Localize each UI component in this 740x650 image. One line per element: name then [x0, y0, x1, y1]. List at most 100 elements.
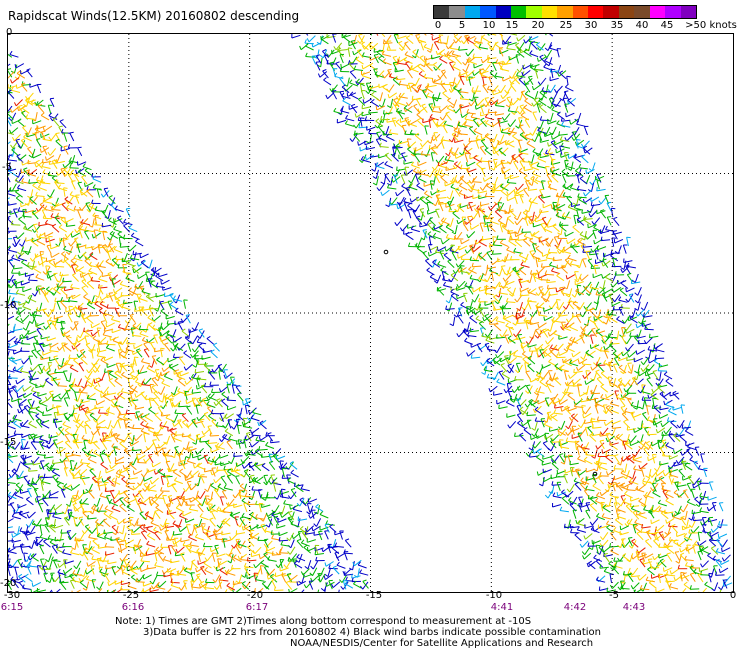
wind-barb-flag: [170, 558, 172, 563]
wind-barb-flag: [150, 585, 154, 590]
wind-barb-flag: [281, 573, 286, 575]
wind-barb: [302, 568, 310, 576]
wind-barb: [8, 154, 13, 157]
wind-barb: [539, 43, 546, 51]
wind-barb: [98, 581, 104, 590]
wind-barb: [65, 390, 70, 400]
wind-barb: [106, 495, 111, 505]
wind-barb-flag: [45, 377, 49, 381]
wind-barb-flag: [466, 58, 469, 63]
wind-barb: [13, 422, 22, 429]
wind-barb: [64, 567, 73, 575]
wind-barb: [93, 364, 100, 373]
wind-barb-flag: [258, 554, 261, 559]
wind-barb-flag: [37, 370, 41, 375]
wind-barb-flag: [196, 416, 200, 421]
wind-barb: [26, 133, 36, 138]
wind-barb: [22, 455, 27, 465]
wind-barb-flag: [84, 167, 89, 171]
wind-barb-flag: [30, 440, 36, 443]
wind-barb-flag: [119, 440, 124, 444]
wind-barb-flag: [136, 348, 141, 351]
wind-barb-flag: [39, 148, 42, 153]
wind-barb: [8, 554, 10, 559]
wind-barb-flag: [177, 419, 182, 421]
wind-barb-flag: [30, 553, 35, 557]
wind-barb-flag: [14, 387, 18, 392]
wind-barb-flag: [40, 420, 45, 425]
wind-barb-flag: [197, 456, 199, 461]
wind-barb-flag: [14, 63, 17, 69]
wind-barb: [219, 496, 224, 506]
wind-barb-flag: [52, 459, 54, 464]
wind-barb-flag: [43, 473, 46, 478]
wind-barb-flag: [39, 342, 44, 345]
wind-barb: [144, 514, 154, 520]
wind-barb-flag: [251, 431, 254, 436]
wind-barb: [133, 300, 137, 311]
wind-barb: [334, 545, 344, 548]
wind-barb: [103, 513, 112, 520]
wind-barb-flag: [55, 138, 60, 142]
wind-barb: [145, 323, 149, 333]
wind-barb: [260, 435, 269, 441]
wind-barb-flag: [84, 230, 89, 233]
wind-barb: [253, 572, 257, 583]
wind-barb-flag: [155, 273, 159, 277]
wind-barb: [8, 260, 15, 269]
wind-barb: [22, 215, 32, 218]
wind-barb: [21, 545, 31, 548]
wind-barb: [177, 573, 187, 576]
wind-barb-flag: [482, 67, 486, 72]
wind-barb: [307, 539, 316, 543]
wind-barb: [137, 546, 143, 555]
wind-barb-flag: [87, 298, 90, 304]
wind-barb: [424, 77, 434, 79]
wind-barb: [48, 553, 53, 562]
wind-barb-flag: [140, 307, 145, 311]
wind-barb: [39, 438, 49, 443]
wind-barb-flag: [183, 350, 188, 354]
wind-barb-flag: [89, 251, 94, 256]
wind-barb: [188, 447, 193, 456]
wind-barb: [38, 476, 45, 485]
wind-barb-flag: [50, 213, 54, 218]
wind-barb: [38, 186, 47, 191]
wind-barb-flag: [86, 377, 91, 382]
wind-barb-flag: [67, 144, 71, 149]
wind-barb: [453, 34, 455, 36]
wind-barb-flag: [382, 84, 387, 88]
wind-barb-flag: [99, 300, 104, 305]
wind-barb: [549, 47, 559, 52]
wind-barb-flag: [116, 299, 121, 303]
wind-barb: [94, 303, 103, 310]
wind-barb: [58, 237, 63, 247]
wind-barb-flag: [48, 316, 52, 321]
wind-barb: [139, 513, 147, 521]
wind-barb-flag: [82, 508, 85, 513]
wind-barb: [425, 87, 434, 94]
wind-barb: [177, 380, 186, 387]
wind-barb: [173, 538, 178, 547]
wind-barb-flag: [271, 511, 275, 516]
wind-barb: [331, 90, 338, 100]
wind-barb: [197, 341, 207, 345]
wind-barb-flag: [271, 479, 275, 484]
wind-barb: [177, 546, 185, 554]
wind-barb-flag: [342, 34, 347, 38]
wind-barb-flag: [146, 540, 150, 545]
wind-barb: [52, 302, 56, 312]
wind-barb: [63, 132, 68, 142]
wind-barb-flag: [201, 430, 205, 435]
wind-barb-flag: [84, 375, 88, 380]
wind-barb: [30, 189, 34, 199]
wind-barb: [55, 480, 65, 485]
wind-barb: [23, 392, 33, 399]
wind-barb-flag: [9, 129, 12, 134]
wind-barb-flag: [61, 128, 64, 133]
wind-barb: [50, 245, 60, 250]
wind-barb: [268, 518, 273, 528]
wind-barb-flag: [129, 371, 134, 375]
wind-barb: [319, 71, 328, 78]
wind-barb-flag: [65, 222, 68, 227]
